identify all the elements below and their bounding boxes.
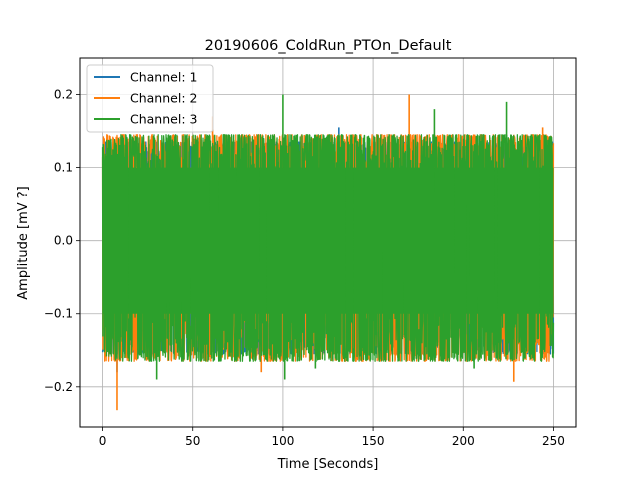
y-tick-label: −0.2 — [44, 380, 73, 394]
y-tick-label: −0.1 — [44, 307, 73, 321]
x-tick-label: 150 — [362, 434, 385, 448]
legend-label: Channel: 3 — [130, 112, 197, 127]
x-tick-label: 100 — [271, 434, 294, 448]
x-axis: 0 50 100 150 200 250 — [99, 427, 565, 448]
series-3 — [101, 94, 555, 380]
legend-box — [86, 64, 214, 133]
x-tick-label: 50 — [185, 434, 200, 448]
plot-area-border — [79, 57, 577, 428]
legend: Channel: 1 Channel: 2 Channel: 3 — [86, 64, 214, 133]
legend-label: Channel: 2 — [130, 91, 197, 106]
y-axis: −0.2 −0.1 0.0 0.1 0.2 — [44, 88, 80, 394]
y-axis-label: Amplitude [mV ?] — [16, 186, 31, 299]
legend-label: Channel: 1 — [130, 70, 197, 85]
x-tick-label: 250 — [542, 434, 565, 448]
series-3-signal — [101, 134, 555, 362]
x-tick-label: 200 — [452, 434, 475, 448]
y-tick-label: 0.2 — [54, 88, 73, 102]
y-tick-label: 0.0 — [54, 234, 73, 248]
x-tick-label: 0 — [99, 434, 107, 448]
series-layer — [101, 94, 555, 411]
chart-title: 20190606_ColdRun_PTOn_Default — [205, 38, 452, 54]
x-axis-label: Time [Seconds] — [277, 457, 379, 472]
y-tick-label: 0.1 — [54, 161, 73, 175]
